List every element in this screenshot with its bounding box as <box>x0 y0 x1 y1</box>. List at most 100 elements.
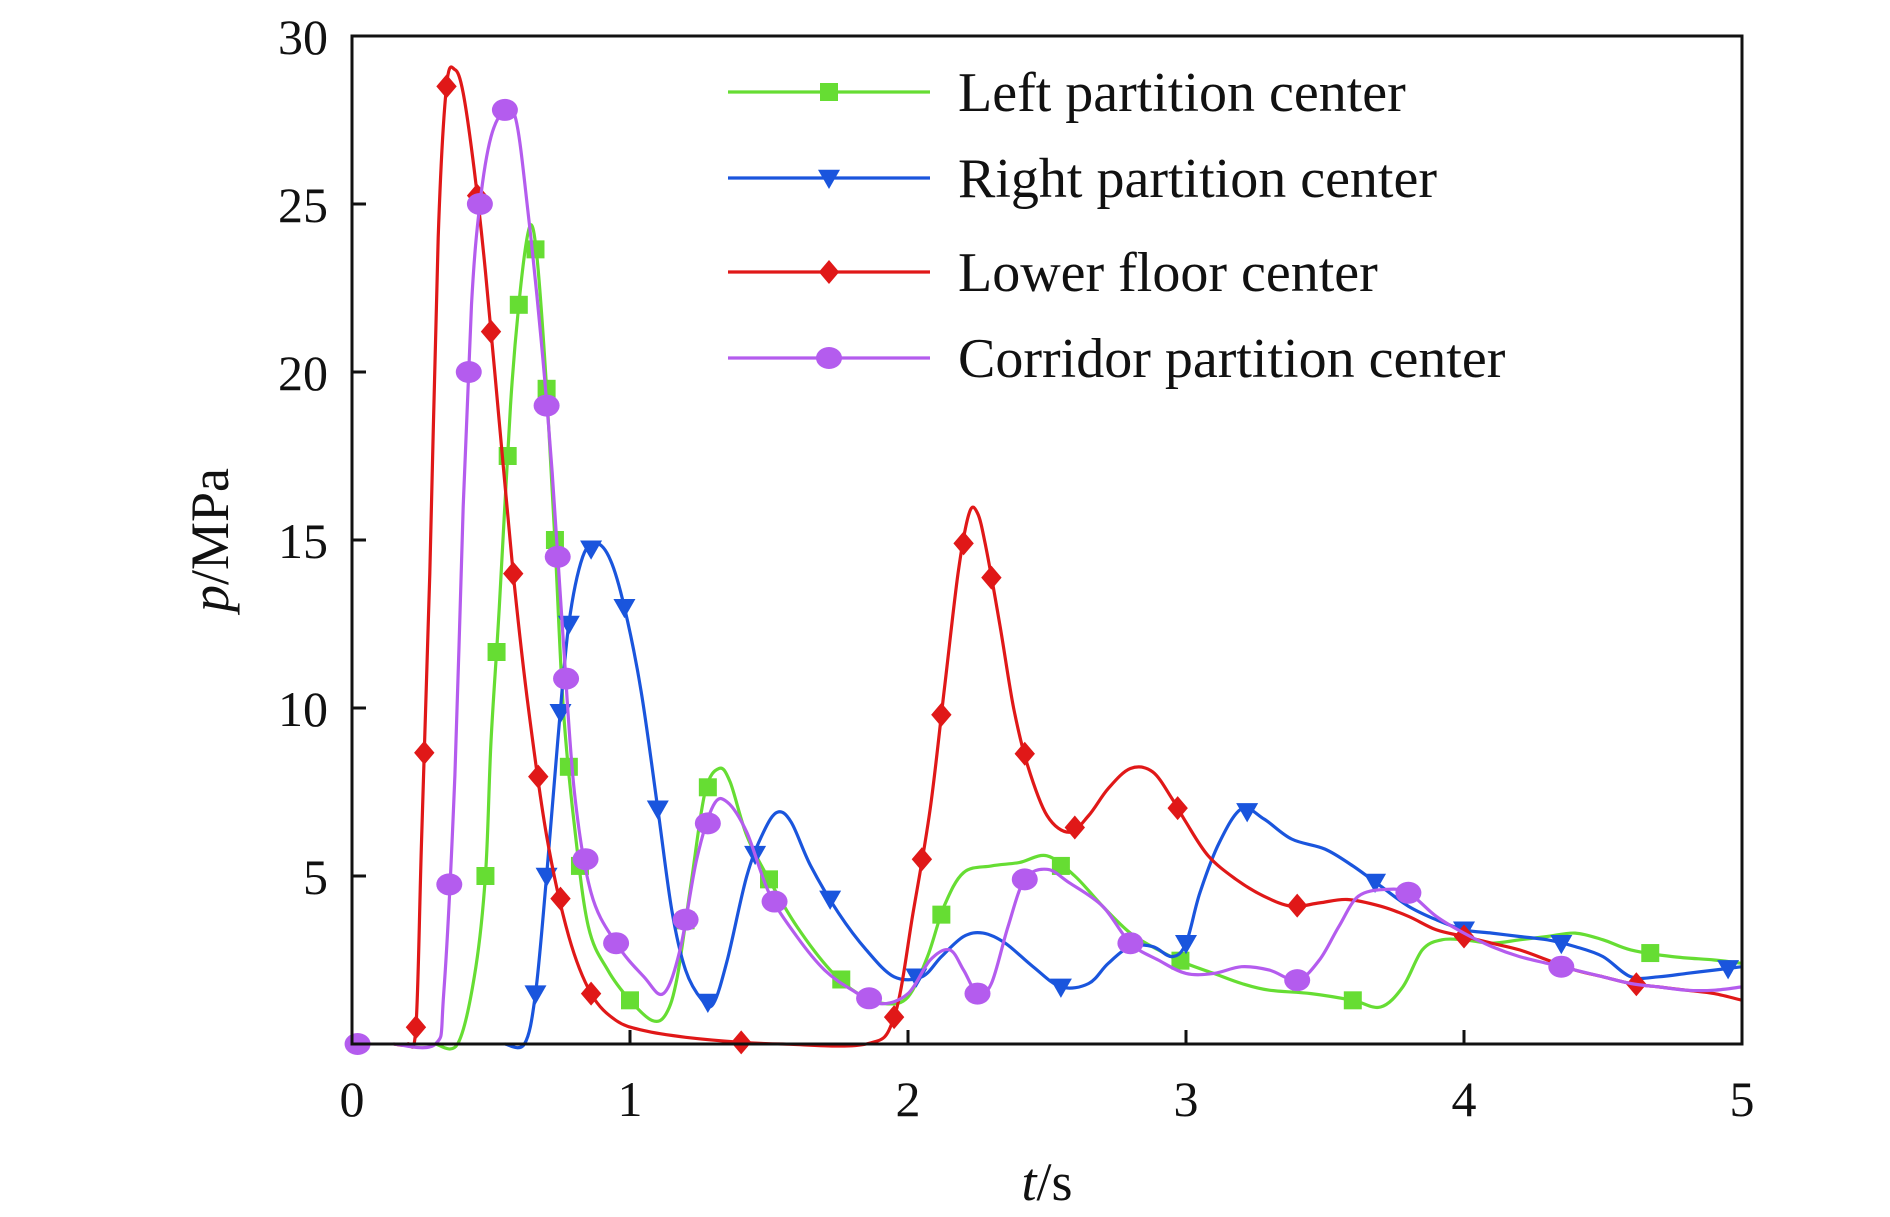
data-point-circle <box>603 932 630 955</box>
data-point-circle <box>761 890 788 913</box>
data-point-diamond <box>981 565 1002 590</box>
data-point-diamond <box>480 319 502 344</box>
data-point-square <box>509 295 528 314</box>
legend-marker-square <box>820 83 838 101</box>
data-point-circle <box>544 545 571 568</box>
x-axis-title-symbol: t <box>1021 1152 1038 1212</box>
data-point-triangle-down <box>1717 960 1740 980</box>
data-point-circle <box>964 982 991 1005</box>
data-point-diamond <box>528 764 549 789</box>
data-point-circle <box>553 667 580 690</box>
data-point-triangle-down <box>1364 873 1387 894</box>
data-point-circle <box>1011 868 1038 891</box>
data-point-circle <box>491 98 518 121</box>
data-point-diamond <box>414 740 435 765</box>
data-point-diamond <box>883 1005 905 1030</box>
data-point-diamond <box>931 702 952 727</box>
data-point-triangle-down <box>1236 803 1259 823</box>
data-point-circle <box>466 193 493 215</box>
data-point-triangle-down <box>613 598 636 619</box>
x-tick-label: 5 <box>1730 1071 1755 1127</box>
y-tick-label: 20 <box>278 345 328 401</box>
data-point-triangle-down <box>819 890 842 910</box>
x-tick-label: 2 <box>896 1071 921 1127</box>
data-point-circle <box>1395 881 1422 904</box>
data-point-circle <box>694 812 721 835</box>
data-point-square <box>621 991 639 1010</box>
y-axis-title: p/MPa <box>180 468 240 616</box>
legend-label: Lower floor center <box>958 242 1378 304</box>
legend-item: Right partition center <box>728 148 1437 210</box>
y-axis-title-symbol: p <box>180 585 240 616</box>
data-point-diamond <box>503 561 524 586</box>
series-corridor-partition-center <box>344 98 1743 1055</box>
y-tick-label: 10 <box>278 681 328 737</box>
data-point-diamond <box>1287 893 1308 918</box>
x-axis-title-unit: /s <box>1036 1152 1072 1212</box>
data-point-diamond <box>550 886 571 911</box>
data-point-square <box>832 970 851 989</box>
data-point-diamond <box>1167 796 1188 821</box>
data-point-square <box>487 643 506 661</box>
x-tick-label: 3 <box>1174 1071 1199 1127</box>
legend-marker-triangle-down <box>818 169 840 189</box>
x-tick-label: 4 <box>1452 1071 1477 1127</box>
data-point-diamond <box>731 1030 752 1055</box>
data-point-diamond <box>405 1015 427 1040</box>
data-point-triangle-down <box>580 540 603 560</box>
x-tick-label: 0 <box>340 1071 365 1127</box>
y-tick-label: 30 <box>278 9 328 65</box>
data-point-square <box>1641 944 1660 963</box>
x-tick-label: 1 <box>618 1071 643 1127</box>
data-point-square <box>526 240 545 259</box>
data-point-triangle-down <box>524 985 547 1005</box>
data-point-circle <box>436 873 463 896</box>
x-axis-title: t/s <box>1021 1152 1072 1212</box>
data-point-triangle-down <box>549 703 572 724</box>
data-point-triangle-down <box>646 800 669 820</box>
y-tick-label: 15 <box>278 513 328 569</box>
data-point-triangle-down <box>1550 934 1573 955</box>
data-point-square <box>1343 991 1362 1010</box>
data-point-circle <box>1284 969 1311 992</box>
data-point-square <box>545 531 564 549</box>
data-point-triangle-down <box>1175 934 1197 955</box>
legend-marker-circle <box>816 347 842 369</box>
data-point-circle <box>1117 932 1144 955</box>
data-point-circle <box>572 848 599 871</box>
legend: Left partition center Right partition cen… <box>728 62 1506 390</box>
data-point-diamond <box>953 531 974 556</box>
data-point-diamond <box>1014 741 1035 766</box>
legend-item: Corridor partition center <box>728 328 1506 390</box>
data-point-diamond <box>1064 815 1085 840</box>
legend-marker-diamond <box>818 260 840 284</box>
data-point-diamond <box>911 847 933 872</box>
legend-label: Corridor partition center <box>958 328 1506 390</box>
data-point-circle <box>856 987 883 1010</box>
data-point-square <box>698 778 717 797</box>
y-axis-title-unit: /MPa <box>180 468 240 585</box>
data-point-diamond <box>580 981 602 1006</box>
data-point-square <box>559 757 578 776</box>
y-tick-label: 25 <box>278 177 328 233</box>
axis-ticks: 0 1 2 3 4 5 5 10 15 20 25 30 <box>278 9 1755 1127</box>
data-point-circle <box>1548 955 1575 978</box>
series-layer <box>344 65 1743 1055</box>
series-line <box>393 65 1743 1049</box>
legend-label: Left partition center <box>958 62 1406 124</box>
data-point-triangle-down <box>1049 978 1072 998</box>
y-tick-label: 5 <box>303 849 328 905</box>
data-point-square <box>932 905 951 924</box>
legend-item: Lower floor center <box>728 242 1378 304</box>
data-point-diamond <box>436 74 457 99</box>
data-point-circle <box>455 361 482 383</box>
data-point-circle <box>672 908 699 931</box>
data-point-square <box>476 867 495 885</box>
data-point-triangle-down <box>696 993 719 1013</box>
legend-label: Right partition center <box>958 148 1437 210</box>
series-lower-floor-center <box>393 65 1743 1055</box>
legend-item: Left partition center <box>728 62 1406 124</box>
data-point-circle <box>533 394 560 417</box>
